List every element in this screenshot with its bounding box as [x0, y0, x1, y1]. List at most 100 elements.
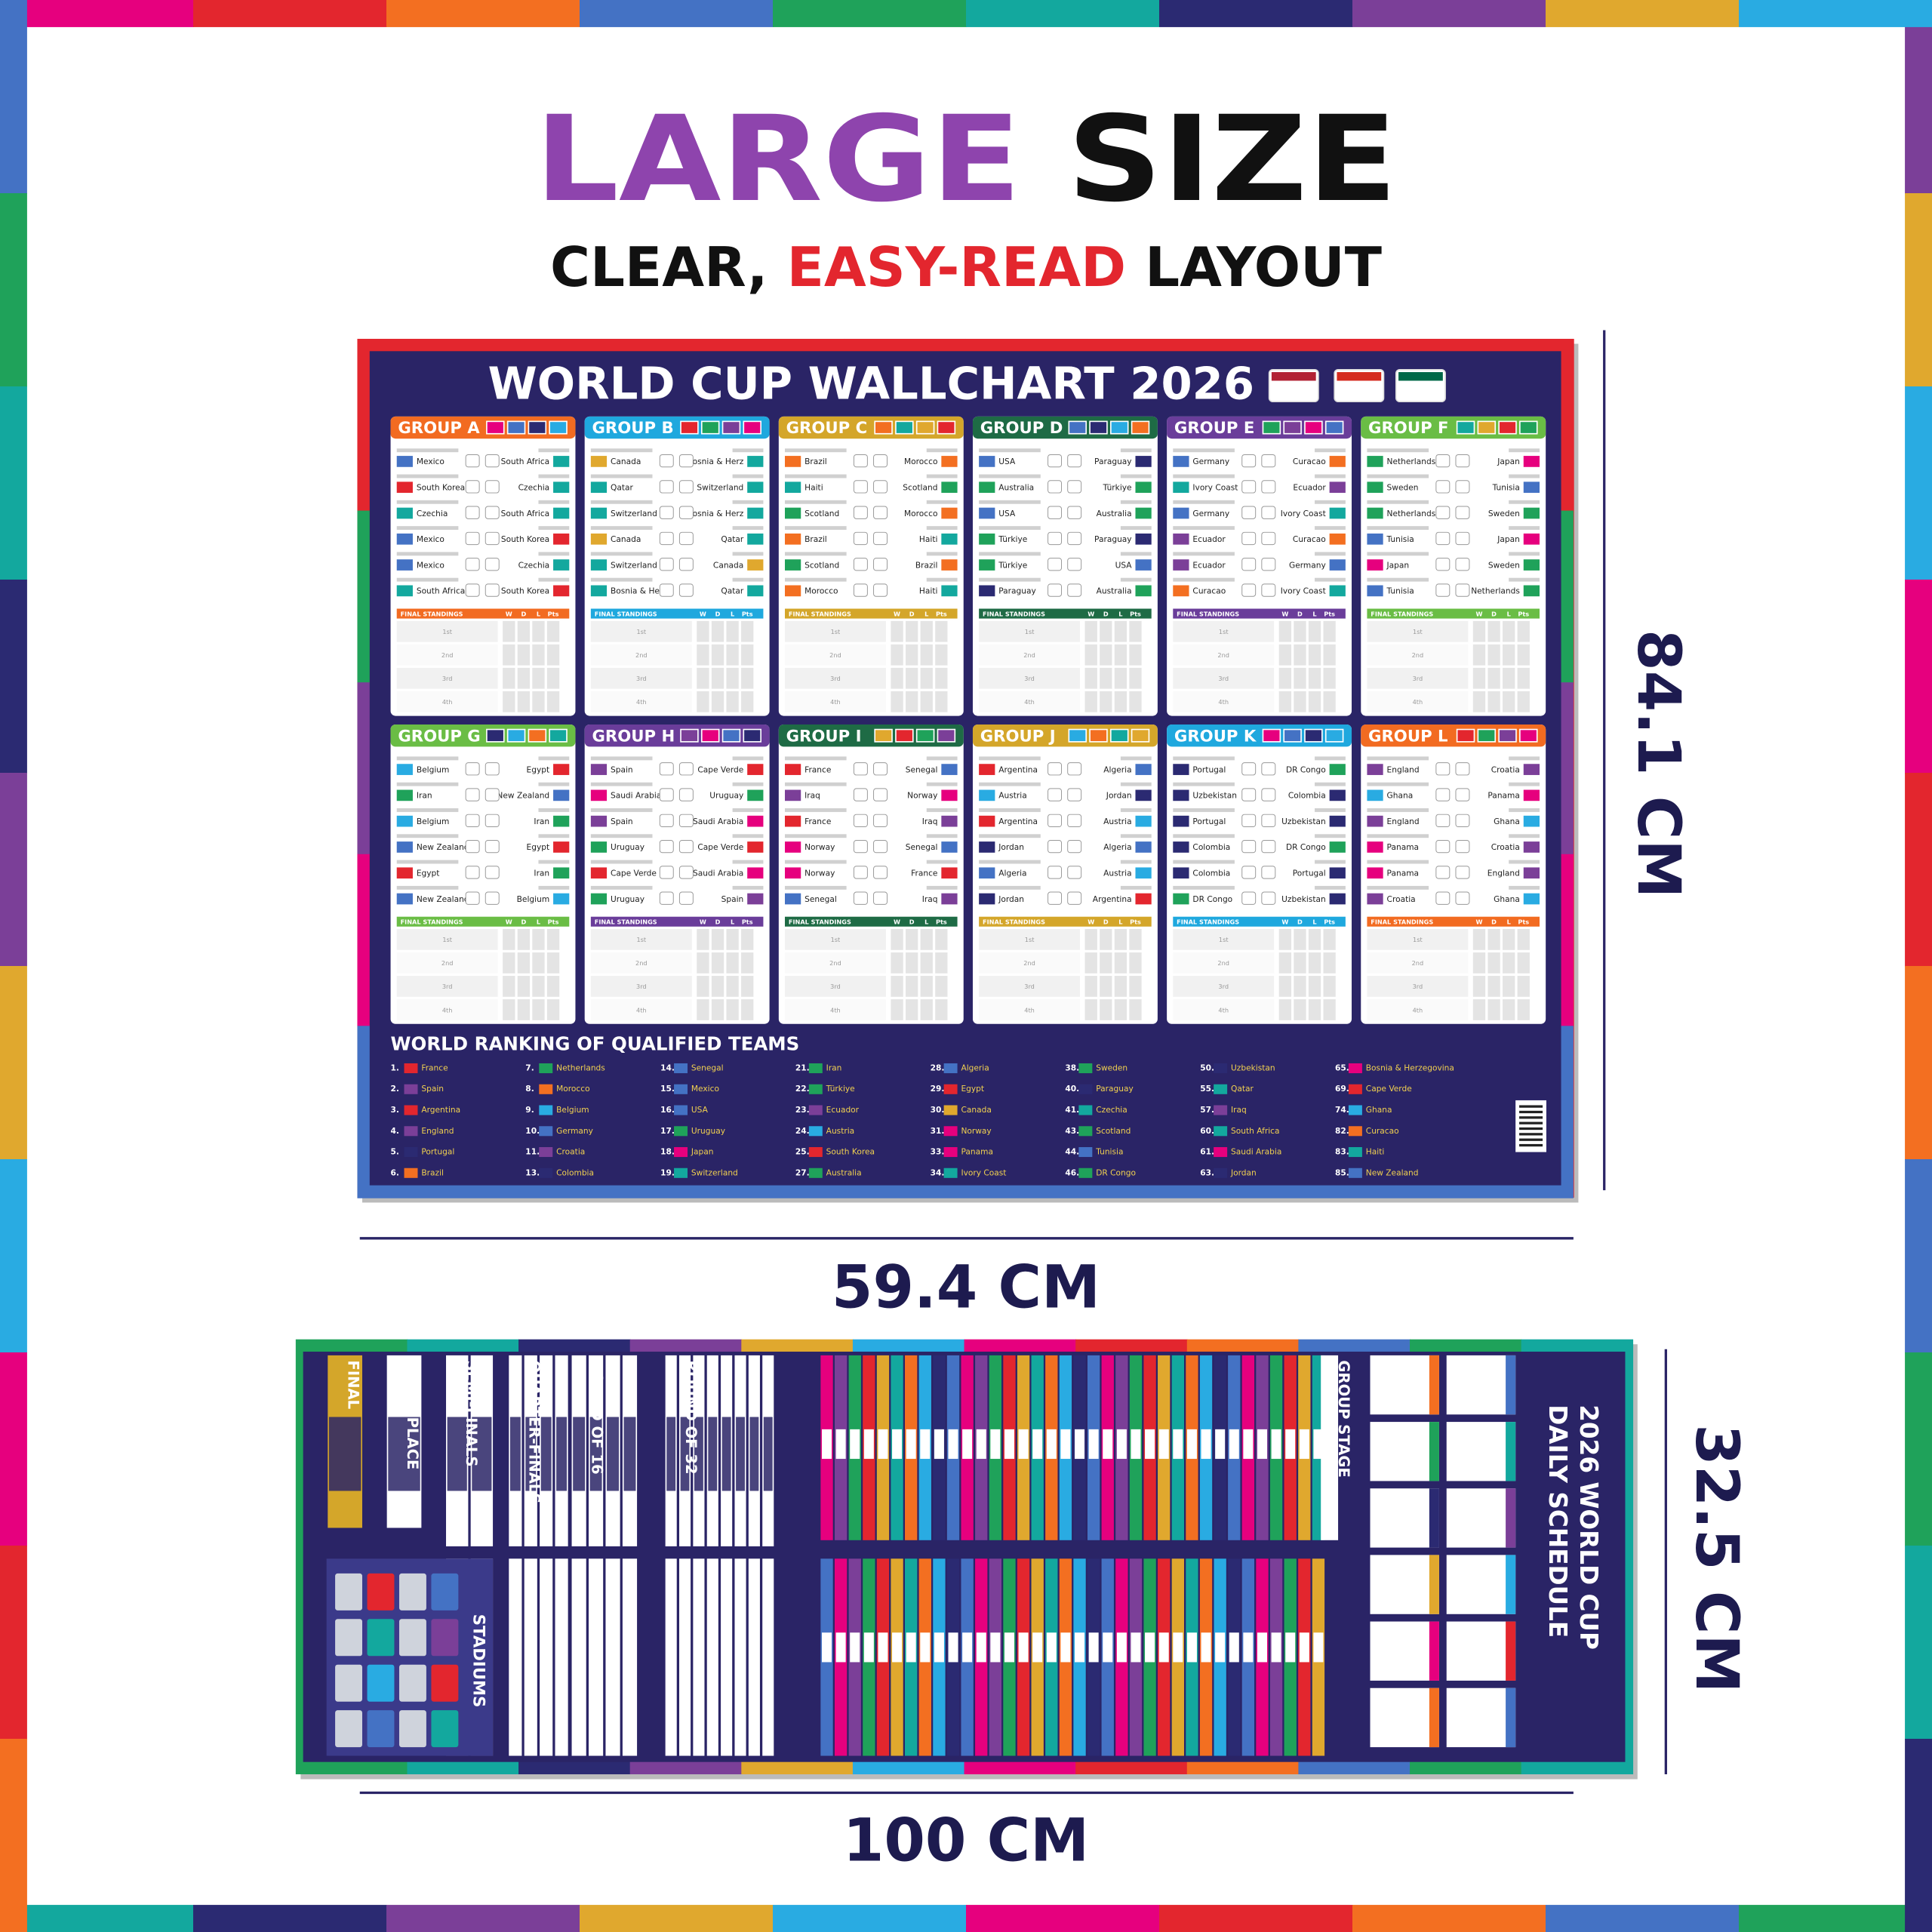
rank: 11. [525, 1147, 540, 1157]
rank: 18. [660, 1147, 675, 1157]
rank-team: South Korea [826, 1147, 875, 1157]
standings-place: 4th [1024, 698, 1035, 706]
rank: 50. [1200, 1063, 1214, 1073]
frame-segment [1905, 580, 1932, 774]
standings-cell [532, 999, 545, 1020]
rank-team: Paraguay [1096, 1084, 1134, 1094]
score-box [1067, 839, 1082, 854]
away-team: Haiti [919, 586, 938, 596]
match-info [732, 500, 764, 504]
day-box [1229, 1429, 1239, 1460]
score-box [1455, 583, 1470, 597]
match-info [1120, 448, 1152, 453]
standings-place: 1st [831, 936, 841, 943]
schedule-title: 2026 WORLD CUP [1574, 1404, 1603, 1650]
standings-cell [503, 644, 515, 666]
flag [1523, 507, 1540, 519]
frame-segment [1352, 1905, 1546, 1932]
flag [941, 585, 958, 597]
home-team: France [804, 764, 831, 774]
standings-row [979, 620, 1081, 642]
away-team: Algeria [1103, 764, 1131, 774]
match-info [538, 808, 570, 812]
day-box [1257, 1429, 1268, 1460]
flag [1367, 533, 1383, 545]
flag [1078, 1105, 1093, 1115]
flag [486, 420, 505, 435]
flag [1214, 1105, 1228, 1115]
stadium-photo [335, 1573, 362, 1611]
score-box [485, 480, 500, 494]
schedule-height: 32.5 CM [1682, 1424, 1751, 1693]
match-info [590, 474, 653, 478]
flag [1078, 1126, 1093, 1137]
flag [1519, 420, 1538, 435]
away-team: Senegal [906, 842, 938, 852]
flag [941, 764, 958, 775]
flag [539, 1084, 553, 1094]
flag [1173, 481, 1189, 494]
score-box [1435, 762, 1451, 776]
rank-team: Cape Verde [1366, 1084, 1412, 1094]
flag [941, 533, 958, 545]
standings-cell [1308, 976, 1321, 997]
flag [785, 789, 801, 801]
away-team: Bosnia & Herz [687, 457, 743, 466]
day-box [1116, 1429, 1127, 1460]
standings-place: 3rd [1218, 983, 1229, 990]
score-box [465, 531, 480, 546]
score-box [1067, 506, 1082, 519]
standings-column: Pts [936, 610, 947, 617]
score-box [1067, 480, 1082, 494]
flag [528, 728, 547, 743]
away-team: Czechia [518, 560, 550, 570]
score-box [853, 839, 868, 854]
rank-team: Czechia [1096, 1105, 1128, 1115]
standings-cell [532, 667, 545, 689]
flag [396, 815, 413, 827]
flag [1173, 764, 1189, 775]
frame-segment [1905, 193, 1932, 387]
match-info [1120, 552, 1152, 556]
fixture-strip [748, 1558, 760, 1756]
day-box [1032, 1632, 1043, 1663]
flag [1078, 1147, 1093, 1158]
match-info [538, 885, 570, 890]
standings-cell [1472, 929, 1486, 950]
home-team: New Zealand [417, 894, 469, 904]
frame-segment [1905, 1159, 1932, 1353]
standings-cell [1517, 644, 1530, 666]
flag [979, 481, 995, 494]
standings-cell [935, 644, 948, 666]
standings-cell [1472, 667, 1486, 689]
standings-cell [1114, 952, 1128, 974]
match-info [785, 808, 847, 812]
standings-row [979, 976, 1081, 997]
day-box [850, 1429, 860, 1460]
standings-row [979, 644, 1081, 666]
standings-header [396, 608, 570, 619]
match-info [1367, 834, 1429, 838]
standings-title: FINAL STANDINGS [1371, 918, 1433, 926]
flag [404, 1168, 418, 1178]
score-box [1241, 788, 1257, 801]
rank-team: Ivory Coast [961, 1168, 1006, 1177]
standings-cell [1278, 952, 1292, 974]
flag [941, 789, 958, 801]
score-box [465, 839, 480, 854]
barcode-line [1519, 1133, 1543, 1136]
day-box [1116, 1632, 1127, 1663]
home-team: Panama [1387, 842, 1419, 852]
standings-cell [1323, 691, 1336, 712]
rank: 34. [931, 1168, 945, 1177]
standings-cell [1100, 952, 1112, 974]
score-box [1455, 506, 1470, 519]
standings-title: FINAL STANDINGS [789, 918, 851, 926]
score-box [485, 866, 500, 879]
away-team: Qatar [721, 534, 744, 544]
flag [674, 1063, 688, 1074]
score-box [465, 480, 480, 494]
score-box [1048, 839, 1063, 854]
stadium-photo [367, 1619, 395, 1657]
flag [1523, 481, 1540, 494]
